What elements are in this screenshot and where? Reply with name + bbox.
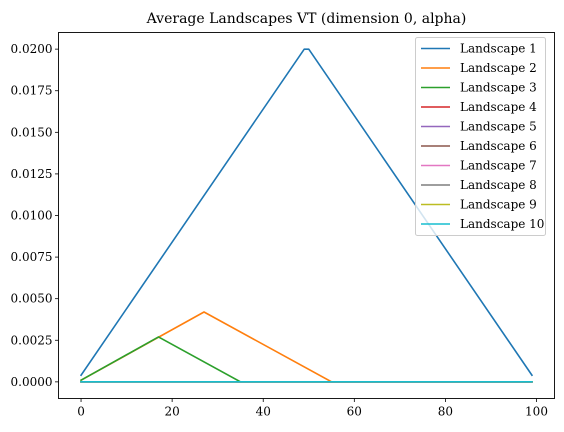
y-tick-label: 0.0000 (11, 375, 53, 389)
legend-label-1: Landscape 1 (460, 42, 537, 56)
x-tick-label: 100 (525, 405, 548, 419)
x-tick-label: 40 (256, 405, 271, 419)
legend-label-2: Landscape 2 (460, 61, 537, 75)
x-tick-label: 60 (347, 405, 362, 419)
y-tick-label: 0.0050 (11, 292, 53, 306)
x-tick-label: 20 (164, 405, 179, 419)
legend-label-6: Landscape 6 (460, 139, 537, 153)
y-axis: 0.0000 0.0025 0.0050 0.0075 0.0100 0.0125 0.01… (11, 42, 59, 389)
y-tick-label: 0.0175 (11, 84, 53, 98)
y-tick-label: 0.0075 (11, 250, 53, 264)
y-tick-label: 0.0025 (11, 333, 53, 347)
legend-label-10: Landscape 10 (460, 217, 544, 231)
y-tick-label: 0.0200 (11, 42, 53, 56)
x-tick-label: 0 (77, 405, 85, 419)
y-tick-label: 0.0125 (11, 167, 53, 181)
legend-label-4: Landscape 4 (460, 100, 537, 114)
legend-label-3: Landscape 3 (460, 81, 537, 95)
legend-label-9: Landscape 9 (460, 198, 537, 212)
y-tick-label: 0.0100 (11, 209, 53, 223)
series-line-3 (79, 336, 533, 383)
legend-label-5: Landscape 5 (460, 120, 537, 134)
series-line-2 (79, 311, 533, 383)
y-tick-label: 0.0150 (11, 125, 53, 139)
chart-title: Average Landscapes VT (dimension 0, alph… (146, 11, 467, 27)
legend-label-7: Landscape 7 (460, 159, 537, 173)
x-axis: 0 20 40 60 80 100 (77, 398, 548, 419)
x-tick-label: 80 (438, 405, 453, 419)
legend-label-8: Landscape 8 (460, 178, 537, 192)
legend: Landscape 1 Landscape 2 Landscape 3 Landsca… (415, 37, 546, 236)
